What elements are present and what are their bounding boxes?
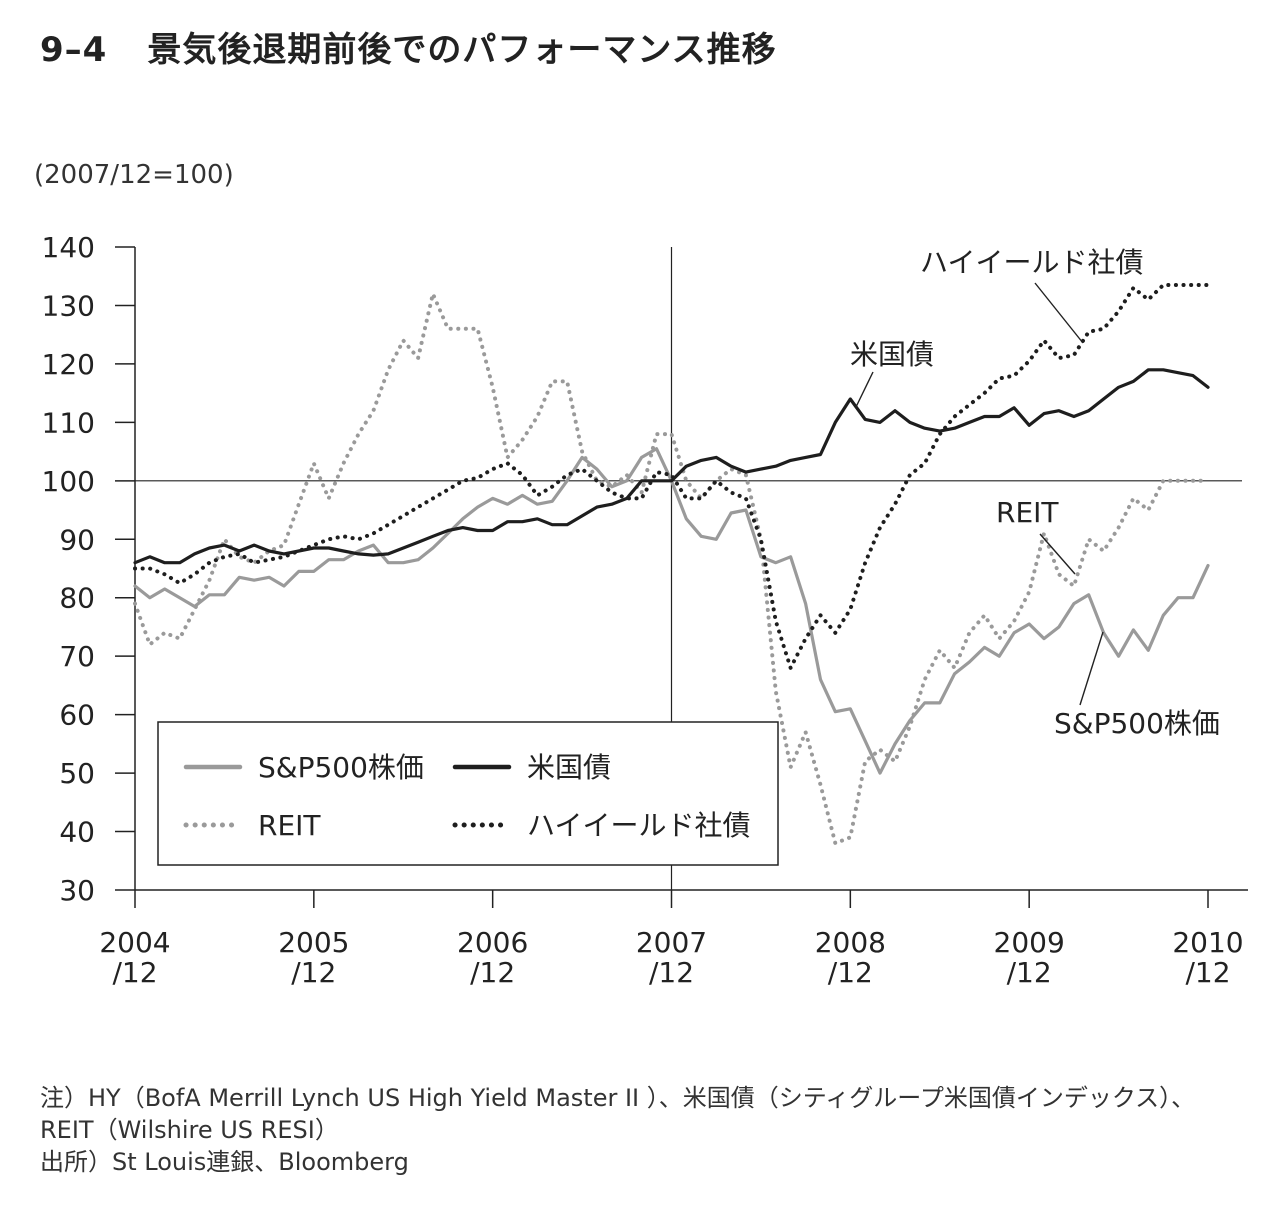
y-tick-label: 30 [59, 874, 95, 907]
figure-title: 9–4 景気後退期前後でのパフォーマンス推移 [40, 22, 777, 71]
x-tick-label: 2005 [278, 926, 349, 959]
y-tick-label: 90 [59, 523, 95, 556]
note-line: 出所）St Louis連銀、Bloomberg [40, 1148, 409, 1176]
annotation-leader [855, 371, 874, 408]
legend-box [157, 721, 779, 866]
legend-label: 米国債 [527, 751, 611, 784]
x-tick-label: /12 [470, 956, 515, 989]
series-line-treasury [133, 368, 1210, 565]
x-tick-label: /12 [112, 956, 157, 989]
figure-title-text: 景気後退期前後でのパフォーマンス推移 [147, 30, 777, 70]
x-tick-label: 2006 [457, 926, 528, 959]
annotation-label: S&P500株価 [1054, 707, 1220, 740]
y-tick-label: 120 [42, 348, 95, 381]
y-tick-label: 110 [42, 406, 95, 439]
series-line-reit [133, 291, 1210, 846]
notes: 注）HY（BofA Merrill Lynch US High Yield Ma… [40, 1082, 1195, 1178]
x-tick-label: /12 [1007, 956, 1052, 989]
note-line: 注）HY（BofA Merrill Lynch US High Yield Ma… [40, 1084, 1196, 1112]
y-tick-label: 80 [59, 582, 95, 615]
y-tick-label: 70 [59, 640, 95, 673]
y-tick-label: 50 [59, 757, 95, 790]
figure-number: 9–4 [40, 30, 108, 70]
annotation-label: 米国債 [850, 338, 934, 371]
x-tick-label: 2008 [815, 926, 886, 959]
legend-label: ハイイールド社債 [527, 809, 750, 842]
annotation-label: REIT [996, 496, 1059, 529]
y-tick-label: 130 [42, 289, 95, 322]
y-tick-label: 40 [59, 816, 95, 849]
note-line: REIT（Wilshire US RESI） [40, 1116, 339, 1144]
y-tick-label: 100 [42, 465, 95, 498]
legend-label: S&P500株価 [258, 751, 424, 784]
x-tick-label: /12 [649, 956, 694, 989]
x-tick-label: 2010 [1172, 926, 1243, 959]
x-tick-label: /12 [828, 956, 873, 989]
x-tick-label: /12 [291, 956, 336, 989]
x-tick-label: 2004 [99, 926, 170, 959]
y-tick-label: 60 [59, 699, 95, 732]
annotation-leader [1079, 631, 1104, 706]
x-tick-label: /12 [1185, 956, 1230, 989]
performance-chart: 304050607080901001101201301402004/122005… [42, 231, 1248, 989]
annotation-leader [1039, 533, 1076, 575]
annotation-leader [1034, 282, 1084, 344]
legend-label: REIT [258, 809, 321, 842]
annotation-label: ハイイールド社債 [920, 246, 1143, 279]
y-tick-label: 140 [42, 231, 95, 264]
unit-label: (2007/12=100) [34, 160, 234, 190]
x-tick-label: 2007 [636, 926, 707, 959]
x-tick-label: 2009 [994, 926, 1065, 959]
